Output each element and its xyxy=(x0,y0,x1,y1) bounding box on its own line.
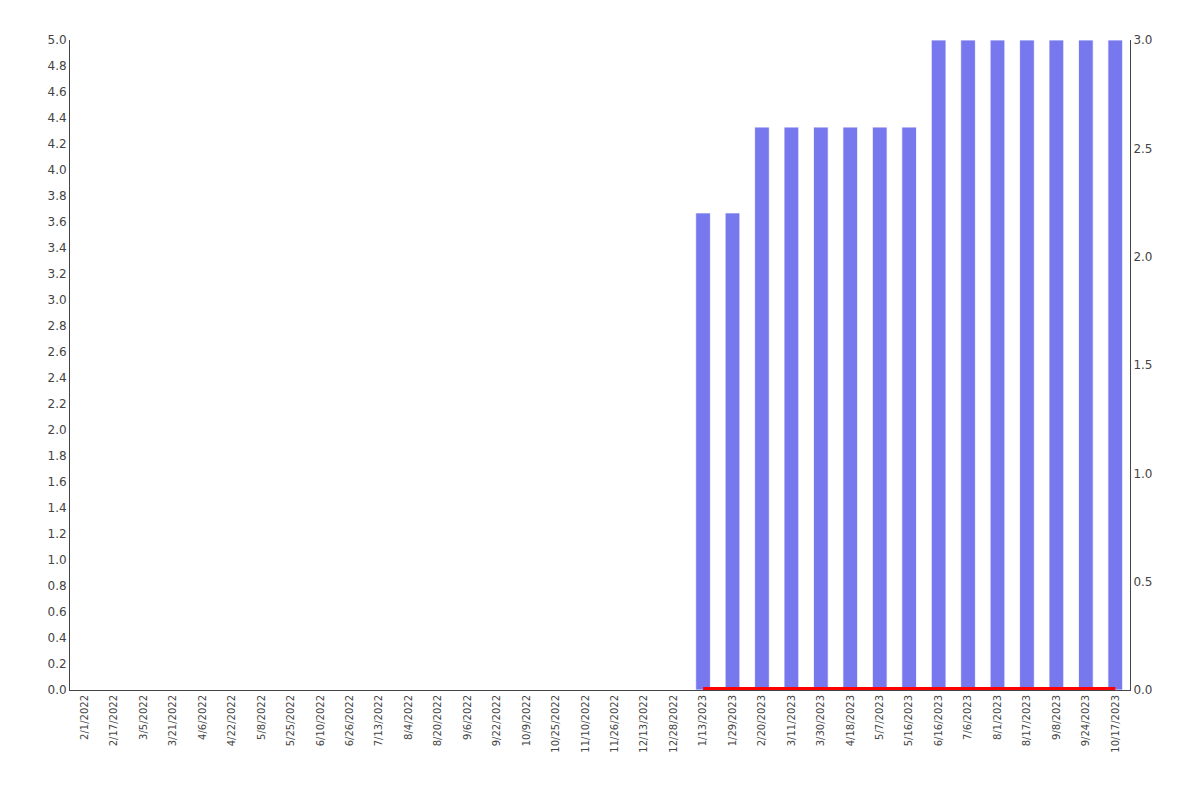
svg-text:1.0: 1.0 xyxy=(48,553,67,567)
svg-text:10/25/2022: 10/25/2022 xyxy=(550,695,561,753)
svg-text:0.0: 0.0 xyxy=(1133,683,1152,697)
svg-text:3/5/2022: 3/5/2022 xyxy=(138,695,149,740)
svg-text:6/26/2022: 6/26/2022 xyxy=(344,695,355,746)
svg-text:12/13/2022: 12/13/2022 xyxy=(638,695,649,753)
svg-text:7/13/2022: 7/13/2022 xyxy=(373,695,384,746)
svg-text:0.8: 0.8 xyxy=(48,579,67,593)
svg-text:2.8: 2.8 xyxy=(48,319,67,333)
svg-text:0.5: 0.5 xyxy=(1133,575,1152,589)
svg-text:0.4: 0.4 xyxy=(48,631,67,645)
svg-text:4/18/2023: 4/18/2023 xyxy=(845,695,856,746)
svg-text:2/20/2023: 2/20/2023 xyxy=(756,695,767,746)
svg-text:8/1/2023: 8/1/2023 xyxy=(992,695,1003,740)
svg-text:12/28/2022: 12/28/2022 xyxy=(668,695,679,753)
svg-text:1.5: 1.5 xyxy=(1133,358,1152,372)
svg-text:1.6: 1.6 xyxy=(48,475,67,489)
svg-text:4.8: 4.8 xyxy=(48,59,67,73)
svg-text:1.2: 1.2 xyxy=(48,527,67,541)
svg-text:5/16/2023: 5/16/2023 xyxy=(903,695,914,746)
svg-text:2.5: 2.5 xyxy=(1133,142,1152,156)
svg-text:2/17/2022: 2/17/2022 xyxy=(108,695,119,746)
svg-text:8/20/2022: 8/20/2022 xyxy=(432,695,443,746)
svg-text:0.6: 0.6 xyxy=(48,605,67,619)
svg-text:1.0: 1.0 xyxy=(1133,467,1152,481)
svg-text:9/24/2023: 9/24/2023 xyxy=(1080,695,1091,746)
svg-text:7/6/2023: 7/6/2023 xyxy=(962,695,973,740)
svg-text:9/22/2022: 9/22/2022 xyxy=(491,695,502,746)
svg-text:8/4/2022: 8/4/2022 xyxy=(403,695,414,740)
svg-text:2.4: 2.4 xyxy=(48,371,67,385)
svg-text:6/10/2022: 6/10/2022 xyxy=(315,695,326,746)
svg-text:2/1/2022: 2/1/2022 xyxy=(79,695,90,740)
svg-text:11/26/2022: 11/26/2022 xyxy=(609,695,620,753)
svg-text:6/16/2023: 6/16/2023 xyxy=(933,695,944,746)
svg-text:5/8/2022: 5/8/2022 xyxy=(256,695,267,740)
svg-text:4.4: 4.4 xyxy=(48,111,67,125)
svg-text:3/11/2023: 3/11/2023 xyxy=(786,695,797,746)
svg-text:2.2: 2.2 xyxy=(48,397,67,411)
svg-text:3.0: 3.0 xyxy=(1133,33,1152,47)
svg-text:5.0: 5.0 xyxy=(48,33,67,47)
svg-text:1/13/2023: 1/13/2023 xyxy=(697,695,708,746)
svg-text:9/8/2023: 9/8/2023 xyxy=(1051,695,1062,740)
svg-text:4/22/2022: 4/22/2022 xyxy=(226,695,237,746)
svg-text:2.0: 2.0 xyxy=(48,423,67,437)
svg-text:3/21/2022: 3/21/2022 xyxy=(167,695,178,746)
svg-text:4/6/2022: 4/6/2022 xyxy=(197,695,208,740)
svg-text:3/30/2023: 3/30/2023 xyxy=(815,695,826,746)
svg-text:4.0: 4.0 xyxy=(48,163,67,177)
svg-text:0.0: 0.0 xyxy=(48,683,67,697)
svg-text:9/6/2022: 9/6/2022 xyxy=(462,695,473,740)
svg-text:11/10/2022: 11/10/2022 xyxy=(580,695,591,753)
svg-text:3.6: 3.6 xyxy=(48,215,67,229)
svg-text:1.4: 1.4 xyxy=(48,501,67,515)
svg-text:2.0: 2.0 xyxy=(1133,250,1152,264)
svg-text:3.4: 3.4 xyxy=(48,241,67,255)
svg-text:1.8: 1.8 xyxy=(48,449,67,463)
svg-text:4.6: 4.6 xyxy=(48,85,67,99)
svg-text:1/29/2023: 1/29/2023 xyxy=(727,695,738,746)
svg-text:5/7/2023: 5/7/2023 xyxy=(874,695,885,740)
svg-text:5/25/2022: 5/25/2022 xyxy=(285,695,296,746)
svg-text:10/9/2022: 10/9/2022 xyxy=(521,695,532,746)
svg-text:10/17/2023: 10/17/2023 xyxy=(1110,695,1121,753)
svg-text:8/17/2023: 8/17/2023 xyxy=(1021,695,1032,746)
svg-text:3.2: 3.2 xyxy=(48,267,67,281)
svg-text:0.2: 0.2 xyxy=(48,657,67,671)
svg-text:3.0: 3.0 xyxy=(48,293,67,307)
svg-text:2.6: 2.6 xyxy=(48,345,67,359)
svg-text:3.8: 3.8 xyxy=(48,189,67,203)
svg-text:4.2: 4.2 xyxy=(48,137,67,151)
